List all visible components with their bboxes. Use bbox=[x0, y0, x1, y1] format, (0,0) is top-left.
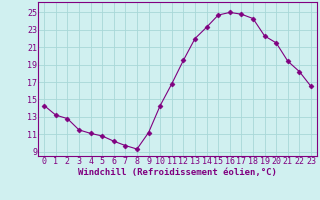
X-axis label: Windchill (Refroidissement éolien,°C): Windchill (Refroidissement éolien,°C) bbox=[78, 168, 277, 177]
